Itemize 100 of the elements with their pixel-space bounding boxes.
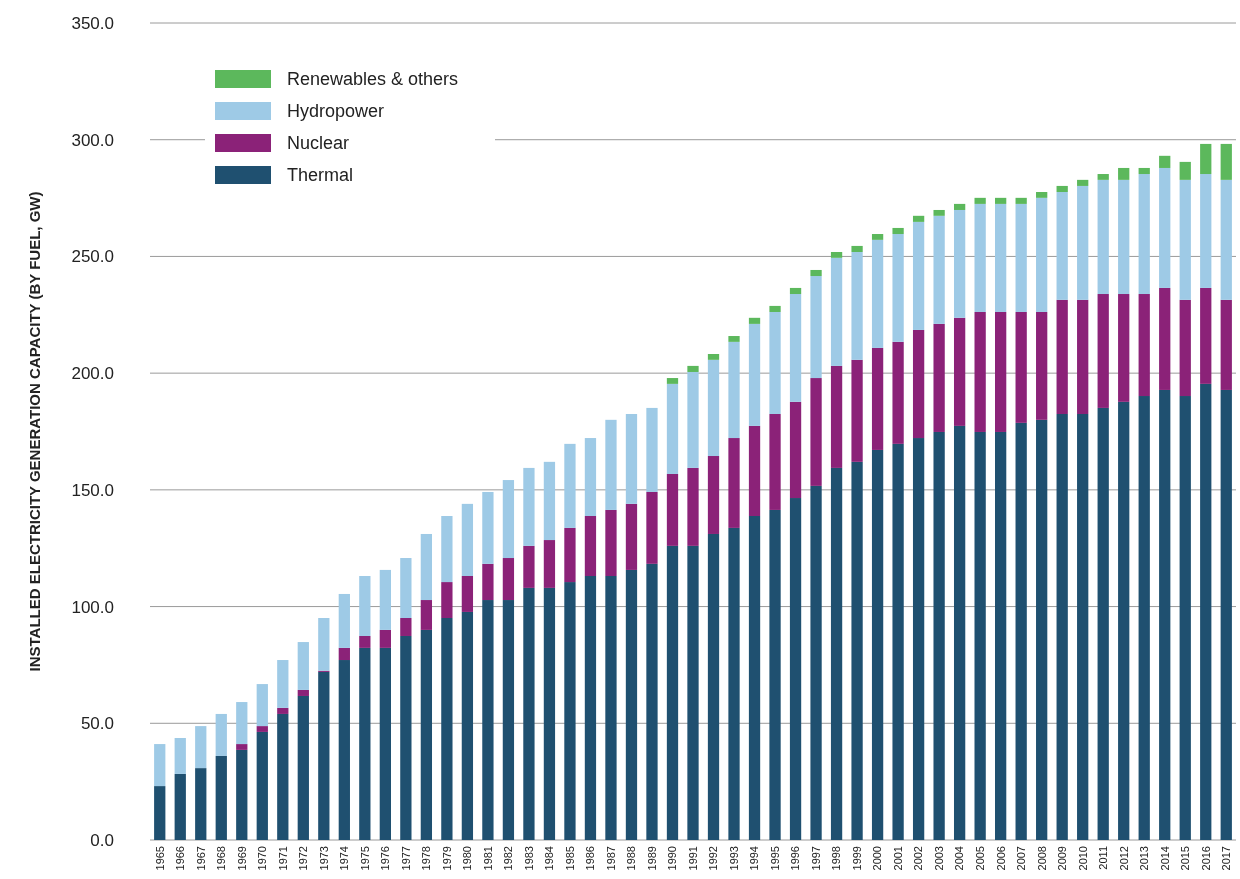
- bar: [933, 323, 945, 432]
- bar: [523, 587, 535, 840]
- bar: [461, 575, 474, 612]
- bar: [748, 317, 761, 324]
- x-tick-label: 1989: [645, 846, 658, 871]
- x-tick-label: 1996: [789, 846, 802, 871]
- bar: [625, 413, 638, 504]
- x-tick-label: 2007: [1015, 846, 1028, 871]
- bar: [830, 251, 843, 258]
- bar: [1138, 294, 1150, 397]
- bar: [441, 516, 453, 583]
- bar: [995, 311, 1007, 432]
- bar: [871, 234, 884, 240]
- bar: [420, 600, 433, 630]
- bar: [892, 443, 904, 840]
- bar: [236, 749, 248, 840]
- bar: [1200, 174, 1212, 288]
- bar: [974, 197, 986, 204]
- bar: [318, 618, 330, 671]
- x-tick-label: 1969: [235, 846, 248, 871]
- bar: [1138, 174, 1150, 295]
- bar: [400, 635, 412, 840]
- bar: [1097, 174, 1109, 180]
- x-tick-label: 1997: [809, 846, 822, 871]
- bar: [912, 221, 925, 330]
- bar: [871, 449, 884, 840]
- bar: [851, 359, 863, 462]
- bar: [1179, 396, 1191, 840]
- bar: [851, 251, 863, 360]
- bar: [646, 491, 658, 564]
- bar: [338, 660, 350, 840]
- x-tick-label: 1970: [256, 846, 269, 871]
- bar: [1179, 179, 1191, 300]
- x-tick-label: 2009: [1056, 846, 1069, 871]
- bar: [666, 473, 679, 546]
- bar: [379, 629, 391, 648]
- bar: [338, 593, 350, 648]
- bar: [564, 527, 576, 583]
- bar: [1097, 179, 1109, 295]
- bar: [318, 671, 330, 840]
- bar: [810, 485, 822, 840]
- bar: [810, 269, 822, 277]
- bar: [1159, 155, 1171, 168]
- bar: [646, 407, 658, 492]
- bar: [420, 629, 433, 840]
- bar: [871, 347, 884, 450]
- bar: [995, 431, 1007, 840]
- bar: [605, 575, 617, 840]
- x-tick-label: 1990: [666, 846, 679, 871]
- x-tick-label: 1966: [174, 846, 187, 871]
- bar: [359, 575, 371, 636]
- bar: [1200, 383, 1212, 840]
- bar: [379, 569, 391, 630]
- x-tick-label: 2002: [912, 846, 925, 871]
- y-tick-label: 200.0: [71, 364, 114, 384]
- bar: [215, 755, 227, 840]
- bar: [769, 305, 781, 312]
- y-tick-label: 300.0: [71, 130, 114, 150]
- bar: [933, 431, 945, 840]
- bar: [1200, 287, 1212, 384]
- bar: [502, 480, 515, 559]
- bar: [256, 726, 268, 732]
- bar: [1015, 422, 1027, 840]
- x-tick-label: 1971: [276, 846, 289, 871]
- x-tick-label: 2012: [1117, 846, 1130, 871]
- bar: [584, 438, 597, 516]
- bar: [605, 509, 617, 576]
- x-tick-label: 2011: [1097, 846, 1110, 870]
- x-tick-label: 1973: [317, 846, 330, 871]
- x-tick-label: 1999: [850, 846, 863, 871]
- bar: [687, 365, 699, 372]
- bar: [933, 215, 945, 324]
- bar: [707, 456, 720, 534]
- bar: [1056, 192, 1068, 300]
- bar: [195, 726, 207, 769]
- bar: [1097, 294, 1109, 408]
- x-tick-label: 1974: [338, 846, 351, 871]
- bar: [461, 611, 474, 840]
- bar: [1015, 203, 1027, 312]
- bar: [892, 234, 904, 342]
- bar: [995, 197, 1007, 204]
- x-tick-label: 1983: [522, 846, 535, 871]
- bar: [277, 713, 289, 840]
- bar: [625, 503, 638, 570]
- bar: [728, 341, 740, 439]
- bar: [482, 491, 494, 564]
- bar: [359, 647, 371, 840]
- x-tick-label: 1980: [461, 846, 474, 871]
- bar: [543, 540, 556, 588]
- bar: [441, 618, 453, 840]
- x-tick-label: 2015: [1179, 846, 1192, 871]
- bar: [1077, 179, 1089, 186]
- bar: [1138, 167, 1150, 175]
- bar: [195, 768, 207, 840]
- y-tick-label: 50.0: [80, 714, 114, 734]
- bar: [1015, 197, 1027, 204]
- bar: [1036, 192, 1048, 198]
- bar: [646, 563, 658, 840]
- x-tick-label: 1975: [358, 846, 371, 871]
- bar: [892, 341, 904, 444]
